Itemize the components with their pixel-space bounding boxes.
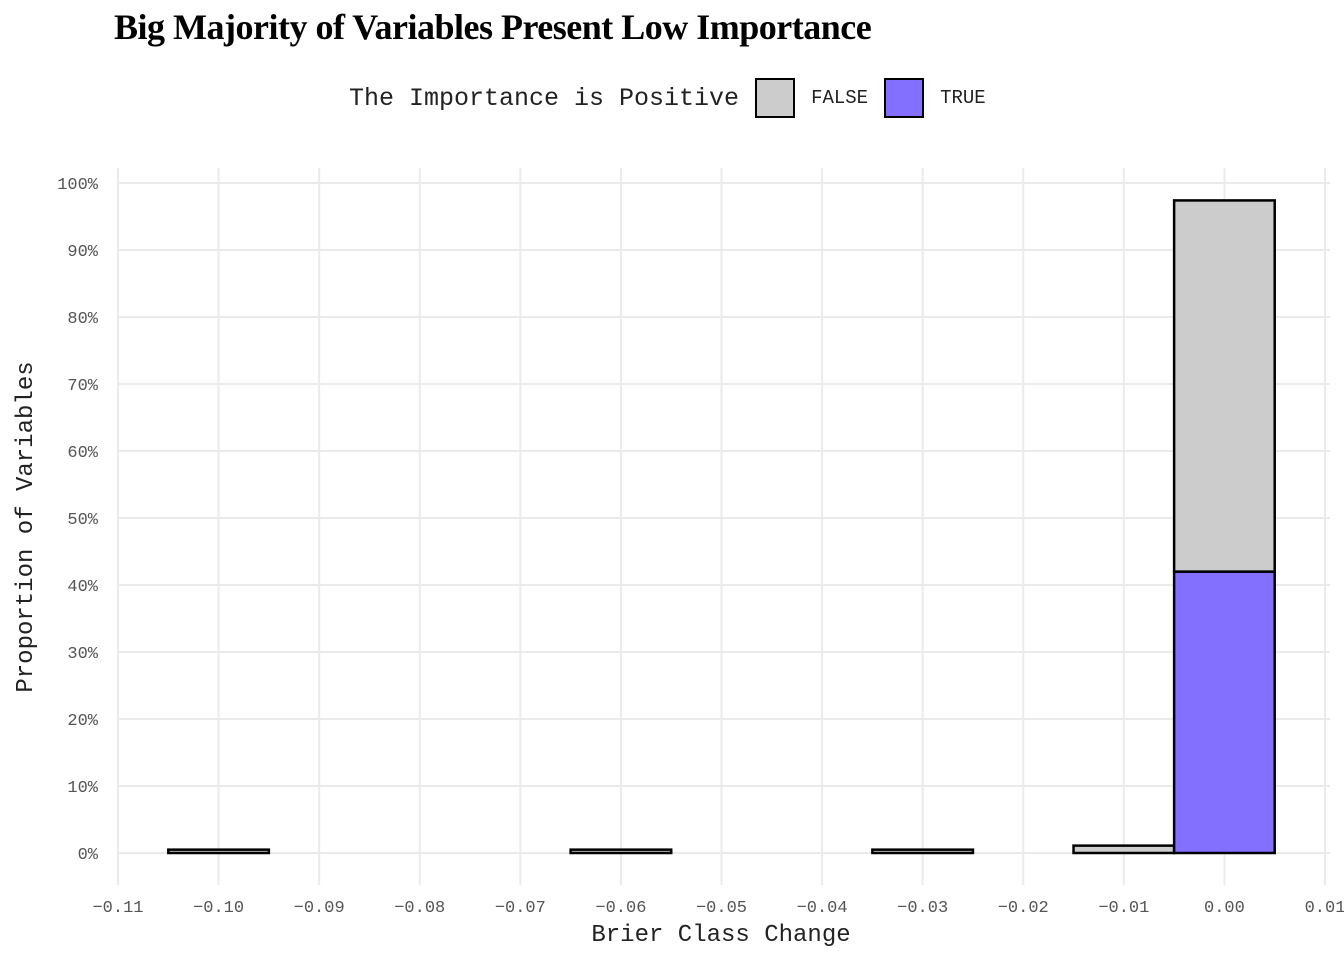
y-tick-label: 90% <box>67 243 98 262</box>
legend-key-false <box>755 78 796 118</box>
bar-true <box>1172 570 1276 855</box>
x-tick-label: 0.00 <box>1204 899 1245 918</box>
y-tick-label: 50% <box>67 511 98 530</box>
legend-label-true: TRUE <box>940 87 986 109</box>
x-tick-label: −0.04 <box>797 899 848 918</box>
legend-label-false: FALSE <box>811 87 869 109</box>
y-tick-label: 20% <box>67 712 98 731</box>
x-tick-label: −0.02 <box>998 899 1049 918</box>
x-tick-label: −0.07 <box>495 899 546 918</box>
y-tick-label: 100% <box>57 176 99 195</box>
bar-false <box>1172 199 1276 573</box>
chart-title: Big Majority of Variables Present Low Im… <box>114 7 872 47</box>
y-axis-title: Proportion of Variables <box>13 361 40 692</box>
x-tick-label: −0.10 <box>193 899 244 918</box>
bar-false <box>167 848 271 855</box>
legend-key-true <box>884 78 925 118</box>
x-axis-title: Brier Class Change <box>591 922 850 949</box>
y-tick-label: 30% <box>67 645 98 664</box>
x-tick-label: −0.03 <box>897 899 948 918</box>
bar-false <box>871 848 975 855</box>
y-tick-label: 40% <box>67 578 98 597</box>
legend-title: The Importance is Positive <box>349 83 740 113</box>
y-tick-label: 60% <box>67 444 98 463</box>
x-tick-label: −0.08 <box>394 899 445 918</box>
x-tick-label: −0.01 <box>1098 899 1149 918</box>
y-tick-label: 70% <box>67 377 98 396</box>
x-tick-label: −0.05 <box>696 899 747 918</box>
bar-false <box>569 848 673 855</box>
y-tick-label: 0% <box>78 846 99 865</box>
legend: The Importance is Positive FALSE TRUE <box>349 78 1002 118</box>
x-tick-label: −0.11 <box>92 899 143 918</box>
y-tick-label: 80% <box>67 310 98 329</box>
x-tick-label: −0.06 <box>595 899 646 918</box>
x-tick-label: −0.09 <box>294 899 345 918</box>
y-tick-label: 10% <box>67 779 98 798</box>
bar-false <box>1072 844 1176 855</box>
x-tick-label: 0.01 <box>1305 899 1344 918</box>
